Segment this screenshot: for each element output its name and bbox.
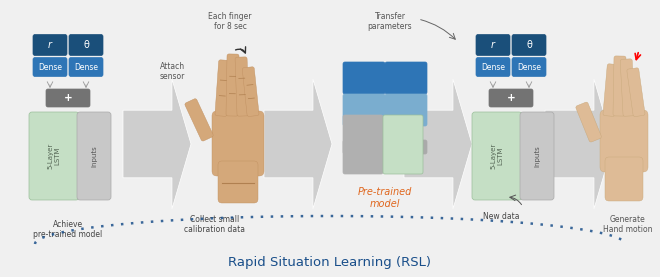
FancyBboxPatch shape (383, 115, 423, 174)
Text: Inputs: Inputs (91, 145, 97, 167)
Text: Pre-trained
model: Pre-trained model (358, 187, 412, 209)
FancyBboxPatch shape (620, 59, 635, 116)
Text: Generate
Hand motion: Generate Hand motion (603, 215, 653, 234)
Text: Transfer
parameters: Transfer parameters (368, 12, 412, 31)
FancyBboxPatch shape (603, 64, 619, 116)
Polygon shape (404, 79, 472, 209)
FancyBboxPatch shape (512, 58, 546, 76)
FancyBboxPatch shape (343, 94, 385, 126)
Text: 5-Layer
LSTM: 5-Layer LSTM (48, 143, 61, 169)
FancyBboxPatch shape (343, 115, 383, 174)
FancyBboxPatch shape (627, 68, 645, 117)
FancyBboxPatch shape (46, 89, 90, 107)
FancyBboxPatch shape (185, 99, 213, 141)
FancyBboxPatch shape (512, 35, 546, 55)
Text: Achieve
pre-trained model: Achieve pre-trained model (34, 220, 102, 239)
Text: Dense: Dense (481, 63, 505, 71)
FancyBboxPatch shape (385, 62, 427, 94)
FancyBboxPatch shape (385, 94, 427, 126)
FancyBboxPatch shape (33, 58, 67, 76)
FancyBboxPatch shape (69, 58, 103, 76)
Text: New data: New data (482, 212, 519, 221)
FancyBboxPatch shape (226, 54, 239, 116)
Text: Each finger
for 8 sec: Each finger for 8 sec (209, 12, 251, 31)
Text: Dense: Dense (74, 63, 98, 71)
FancyBboxPatch shape (235, 57, 249, 116)
Text: 5-Layer
LSTM: 5-Layer LSTM (490, 143, 504, 169)
Text: +: + (507, 93, 515, 103)
Text: Attach
sensor: Attach sensor (159, 62, 185, 81)
Polygon shape (545, 79, 613, 209)
FancyBboxPatch shape (215, 60, 230, 116)
Text: θ: θ (83, 40, 89, 50)
FancyBboxPatch shape (600, 110, 648, 172)
FancyBboxPatch shape (520, 112, 554, 200)
Polygon shape (123, 79, 191, 209)
FancyBboxPatch shape (476, 35, 510, 55)
FancyBboxPatch shape (343, 140, 427, 154)
FancyBboxPatch shape (33, 35, 67, 55)
FancyBboxPatch shape (242, 67, 259, 116)
FancyBboxPatch shape (343, 62, 385, 94)
Text: Inputs: Inputs (534, 145, 540, 167)
FancyBboxPatch shape (29, 112, 79, 200)
FancyBboxPatch shape (77, 112, 111, 200)
FancyBboxPatch shape (212, 111, 264, 176)
FancyBboxPatch shape (218, 161, 258, 203)
FancyBboxPatch shape (69, 35, 103, 55)
FancyBboxPatch shape (476, 58, 510, 76)
Text: r: r (48, 40, 52, 50)
FancyBboxPatch shape (613, 56, 626, 116)
Text: Collect small
calibration data: Collect small calibration data (185, 215, 246, 234)
Text: Dense: Dense (38, 63, 62, 71)
Text: Dense: Dense (517, 63, 541, 71)
FancyBboxPatch shape (605, 157, 643, 201)
Text: θ: θ (526, 40, 532, 50)
FancyBboxPatch shape (472, 112, 522, 200)
Text: r: r (491, 40, 495, 50)
FancyBboxPatch shape (489, 89, 533, 107)
Text: +: + (63, 93, 73, 103)
FancyBboxPatch shape (576, 102, 601, 142)
Text: Rapid Situation Learning (RSL): Rapid Situation Learning (RSL) (228, 256, 432, 269)
Polygon shape (264, 79, 332, 209)
